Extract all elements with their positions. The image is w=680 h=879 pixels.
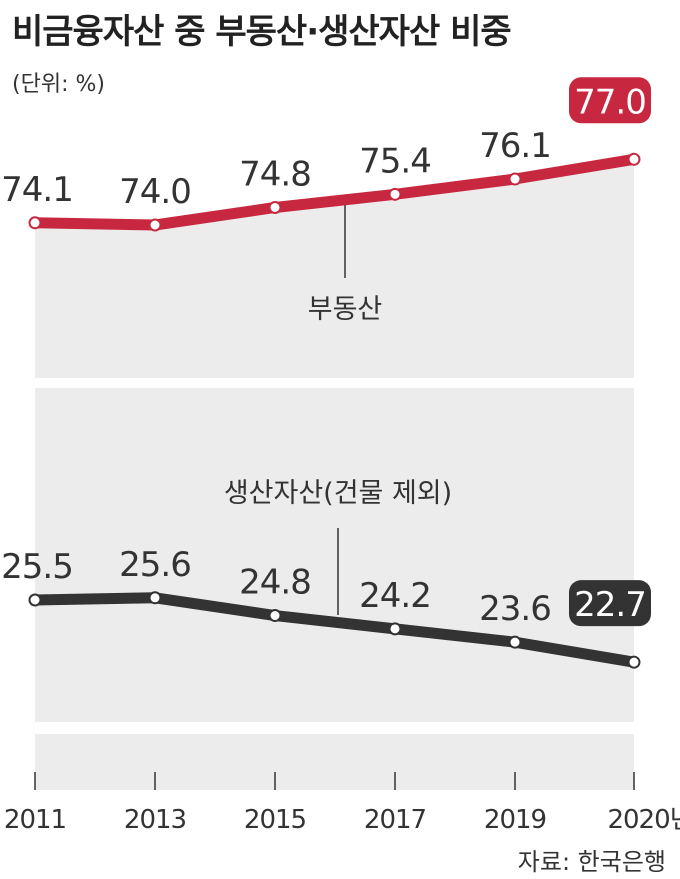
production-asset-data-label: 25.6 (119, 545, 191, 585)
source-note: 자료: 한국은행 (517, 848, 666, 876)
production-asset-data-label: 23.6 (479, 589, 551, 629)
lower-panel-bg (35, 388, 634, 722)
production-asset-point (508, 635, 522, 649)
production-asset-badge (569, 580, 651, 627)
production-asset-data-label: 25.5 (1, 547, 73, 587)
production-asset-data-label: 22.7 (574, 585, 646, 625)
production-asset-point (28, 593, 42, 607)
series-label-production: 생산자산(건물 제외) (224, 478, 452, 509)
x-tick-label: 2013 (124, 805, 186, 835)
real-estate-point (627, 152, 641, 166)
x-tick-label: 2015 (244, 805, 306, 835)
production-asset-point (268, 609, 282, 623)
real-estate-badge (569, 77, 651, 124)
real-estate-data-label: 74.8 (239, 154, 311, 194)
real-estate-point (148, 218, 162, 232)
x-tick-label: 2020년 (607, 805, 680, 835)
real-estate-data-label: 74.0 (119, 172, 191, 212)
upper-area-mask (35, 158, 634, 225)
axis-strip-bg (35, 734, 634, 790)
real-estate-data-label: 76.1 (479, 126, 551, 166)
real-estate-point (388, 187, 402, 201)
x-tick-label: 2011 (4, 805, 66, 835)
production-asset-point (627, 655, 641, 669)
real-estate-point (508, 172, 522, 186)
x-tick-label: 2017 (364, 805, 426, 835)
real-estate-data-label: 74.1 (1, 170, 73, 210)
real-estate-line (29, 153, 640, 231)
real-estate-data-label: 77.0 (574, 82, 646, 122)
unit-label: (단위: %) (12, 72, 105, 97)
real-estate-point (28, 216, 42, 230)
production-asset-point (388, 622, 402, 636)
real-estate-point (268, 200, 282, 214)
production-asset-line (29, 592, 640, 668)
series-label-real-estate: 부동산 (308, 294, 383, 325)
production-asset-data-label: 24.8 (239, 563, 311, 603)
production-asset-point (148, 591, 162, 605)
chart-title: 비금융자산 중 부동산·생산자산 비중 (12, 12, 512, 52)
production-asset-data-label: 24.2 (359, 576, 431, 616)
real-estate-data-label: 75.4 (359, 141, 431, 181)
x-tick-label: 2019 (484, 805, 546, 835)
